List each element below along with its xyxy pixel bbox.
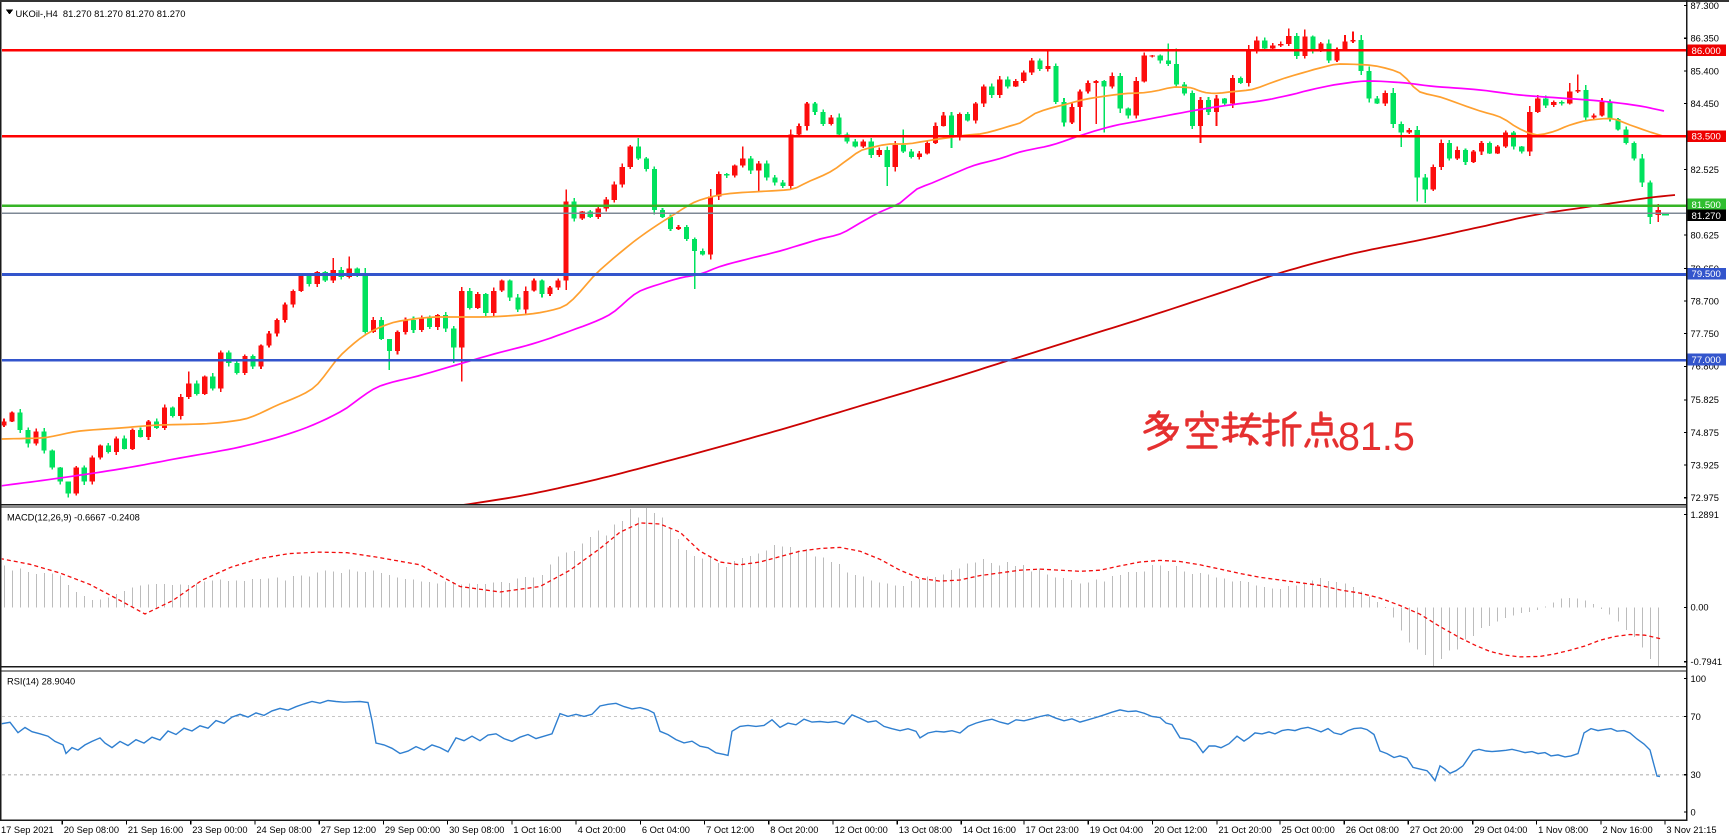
svg-text:73.925: 73.925	[1691, 461, 1719, 471]
svg-text:87.300: 87.300	[1691, 1, 1719, 11]
svg-text:82.525: 82.525	[1691, 165, 1719, 175]
svg-text:81.270: 81.270	[1692, 211, 1721, 222]
svg-text:3 Nov 21:15: 3 Nov 21:15	[1666, 825, 1716, 835]
svg-text:80.625: 80.625	[1691, 230, 1719, 240]
svg-text:81.5: 81.5	[1338, 415, 1415, 459]
svg-text:70: 70	[1691, 712, 1701, 722]
svg-text:6 Oct 04:00: 6 Oct 04:00	[642, 825, 690, 835]
svg-text:27 Oct 20:00: 27 Oct 20:00	[1410, 825, 1463, 835]
svg-text:RSI(14) 28.9040: RSI(14) 28.9040	[7, 677, 75, 687]
svg-text:1 Oct 16:00: 1 Oct 16:00	[513, 825, 561, 835]
svg-text:25 Oct 00:00: 25 Oct 00:00	[1282, 825, 1335, 835]
svg-text:24 Sep 08:00: 24 Sep 08:00	[256, 825, 311, 835]
svg-text:17 Sep 2021: 17 Sep 2021	[1, 825, 54, 835]
svg-text:26 Oct 08:00: 26 Oct 08:00	[1346, 825, 1399, 835]
svg-text:29 Oct 04:00: 29 Oct 04:00	[1474, 825, 1527, 835]
svg-text:29 Sep 00:00: 29 Sep 00:00	[385, 825, 440, 835]
svg-text:75.825: 75.825	[1691, 395, 1719, 405]
svg-text:21 Sep 16:00: 21 Sep 16:00	[128, 825, 183, 835]
svg-text:86.000: 86.000	[1692, 46, 1721, 57]
svg-text:8 Oct 20:00: 8 Oct 20:00	[770, 825, 818, 835]
svg-text:MACD(12,26,9) -0.6667 -0.2408: MACD(12,26,9) -0.6667 -0.2408	[7, 513, 140, 523]
svg-text:84.450: 84.450	[1691, 99, 1719, 109]
svg-text:85.400: 85.400	[1691, 66, 1719, 76]
svg-text:27 Sep 12:00: 27 Sep 12:00	[321, 825, 376, 835]
svg-text:79.500: 79.500	[1692, 269, 1721, 280]
svg-text:14 Oct 16:00: 14 Oct 16:00	[963, 825, 1016, 835]
svg-text:UKOil-,H4 81.270 81.270 81.27: UKOil-,H4 81.270 81.270 81.270 81.270	[16, 8, 186, 19]
svg-text:30 Sep 08:00: 30 Sep 08:00	[449, 825, 504, 835]
svg-text:100: 100	[1691, 674, 1707, 684]
svg-text:2 Nov 16:00: 2 Nov 16:00	[1603, 825, 1653, 835]
svg-text:78.700: 78.700	[1691, 297, 1719, 307]
svg-text:7 Oct 12:00: 7 Oct 12:00	[706, 825, 754, 835]
svg-text:74.875: 74.875	[1691, 428, 1719, 438]
svg-text:72.975: 72.975	[1691, 493, 1719, 503]
svg-text:4 Oct 20:00: 4 Oct 20:00	[578, 825, 626, 835]
svg-text:83.500: 83.500	[1692, 132, 1721, 143]
svg-text:81.500: 81.500	[1692, 200, 1721, 211]
svg-text:86.350: 86.350	[1691, 34, 1719, 44]
svg-text:19 Oct 04:00: 19 Oct 04:00	[1090, 825, 1143, 835]
svg-text:-0.7941: -0.7941	[1691, 657, 1723, 667]
svg-text:12 Oct 00:00: 12 Oct 00:00	[835, 825, 888, 835]
svg-text:23 Sep 00:00: 23 Sep 00:00	[192, 825, 247, 835]
svg-text:1 Nov 08:00: 1 Nov 08:00	[1538, 825, 1588, 835]
svg-text:77.750: 77.750	[1691, 329, 1719, 339]
svg-text:13 Oct 08:00: 13 Oct 08:00	[899, 825, 952, 835]
svg-text:30: 30	[1691, 770, 1701, 780]
svg-text:77.000: 77.000	[1692, 355, 1721, 366]
svg-text:17 Oct 23:00: 17 Oct 23:00	[1026, 825, 1079, 835]
svg-text:76.800: 76.800	[1691, 362, 1719, 372]
svg-text:0.00: 0.00	[1691, 603, 1709, 613]
svg-text:21 Oct 20:00: 21 Oct 20:00	[1218, 825, 1271, 835]
svg-text:20 Sep 08:00: 20 Sep 08:00	[64, 825, 119, 835]
svg-text:0: 0	[1691, 807, 1696, 817]
svg-text:20 Oct 12:00: 20 Oct 12:00	[1154, 825, 1207, 835]
svg-text:1.2891: 1.2891	[1691, 510, 1719, 520]
